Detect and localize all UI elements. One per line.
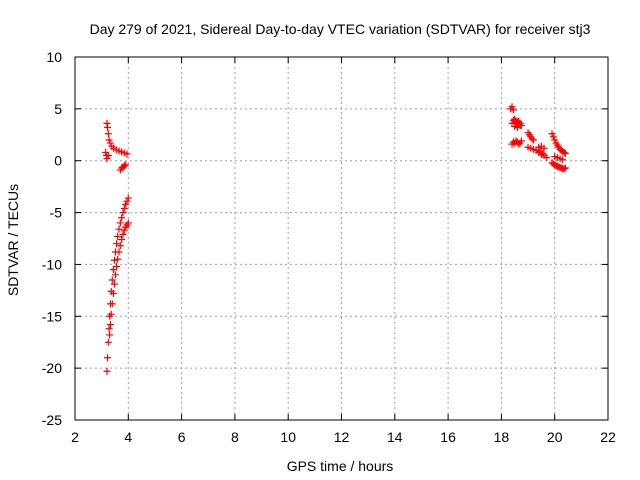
y-tick-label: -20 bbox=[42, 360, 62, 376]
data-point bbox=[118, 236, 126, 244]
series-early-recovery-a bbox=[103, 194, 132, 375]
series-early-upper-decay bbox=[103, 119, 131, 158]
data-point bbox=[119, 230, 127, 238]
data-point bbox=[120, 226, 128, 234]
data-point bbox=[509, 106, 517, 114]
data-point bbox=[561, 149, 569, 157]
data-point bbox=[116, 219, 124, 227]
series-early-small-negative bbox=[116, 161, 130, 174]
data-point bbox=[110, 280, 118, 288]
data-point bbox=[105, 136, 113, 144]
data-point bbox=[108, 276, 116, 284]
y-tick-label: -10 bbox=[42, 256, 62, 272]
data-point bbox=[124, 219, 132, 227]
y-tick-label: -25 bbox=[42, 412, 62, 428]
data-point bbox=[108, 300, 116, 308]
x-tick-label: 12 bbox=[334, 429, 350, 445]
data-point bbox=[551, 136, 559, 144]
data-point bbox=[559, 156, 567, 164]
data-point bbox=[560, 148, 568, 156]
data-point bbox=[539, 149, 547, 157]
tick-layer: 2 4 6 8 10 12 14 16 18 20 22 10 5 0 -5 -10 -15 -20 -25 bbox=[42, 49, 616, 445]
data-point bbox=[123, 197, 131, 205]
series-late-end-mid bbox=[551, 153, 567, 164]
x-tick-label: 22 bbox=[600, 429, 616, 445]
data-point bbox=[114, 232, 122, 240]
x-tick-label: 4 bbox=[124, 429, 132, 445]
data-point bbox=[106, 321, 114, 329]
x-tick-label: 10 bbox=[280, 429, 296, 445]
x-tick-label: 8 bbox=[231, 429, 239, 445]
data-point bbox=[123, 150, 131, 158]
data-point bbox=[529, 136, 537, 144]
data-point bbox=[119, 209, 127, 217]
data-point bbox=[508, 103, 516, 111]
x-tick-label: 14 bbox=[387, 429, 403, 445]
data-point bbox=[110, 256, 118, 264]
data-point bbox=[543, 154, 551, 162]
data-point bbox=[104, 338, 112, 346]
y-tick-label: 0 bbox=[54, 153, 62, 169]
data-point bbox=[549, 133, 557, 141]
data-point bbox=[122, 200, 130, 208]
data-point bbox=[107, 310, 115, 318]
series-late-near-zero bbox=[524, 142, 551, 162]
data-point bbox=[528, 135, 536, 143]
data-point bbox=[113, 240, 121, 248]
data-point bbox=[517, 137, 525, 145]
x-tick-label: 2 bbox=[71, 429, 79, 445]
data-point bbox=[114, 255, 122, 263]
series-late-low-cluster bbox=[508, 137, 525, 148]
series-late-peak bbox=[507, 103, 517, 114]
y-tick-label: 5 bbox=[54, 101, 62, 117]
data-point bbox=[109, 266, 117, 274]
data-point bbox=[103, 155, 111, 163]
data-point bbox=[124, 194, 132, 202]
series-late-mid-19 bbox=[524, 129, 537, 144]
data-point bbox=[104, 130, 112, 138]
series-late-ramp-20 bbox=[548, 130, 569, 157]
data-point bbox=[105, 325, 113, 333]
data-point bbox=[103, 367, 111, 375]
data-point bbox=[115, 225, 123, 233]
x-axis-label: GPS time / hours bbox=[287, 458, 394, 474]
data-point bbox=[112, 271, 120, 279]
data-point bbox=[540, 144, 548, 152]
y-tick-label: 10 bbox=[46, 49, 62, 65]
series-early-zero-cluster bbox=[102, 148, 112, 163]
data-point bbox=[561, 164, 569, 172]
data-point bbox=[515, 117, 523, 125]
data-point bbox=[560, 165, 568, 173]
series-early-recovery-b bbox=[106, 219, 132, 339]
x-tick-label: 20 bbox=[547, 429, 563, 445]
data-point bbox=[115, 248, 123, 256]
data-point bbox=[104, 152, 112, 160]
grid-layer bbox=[75, 57, 608, 420]
chart-title: Day 279 of 2021, Sidereal Day-to-day VTE… bbox=[90, 21, 591, 37]
data-point bbox=[118, 214, 126, 222]
data-point bbox=[120, 204, 128, 212]
point-layer bbox=[102, 103, 569, 375]
x-tick-label: 16 bbox=[440, 429, 456, 445]
data-point bbox=[106, 331, 114, 339]
data-point bbox=[548, 130, 556, 138]
x-tick-label: 6 bbox=[178, 429, 186, 445]
y-tick-label: -15 bbox=[42, 308, 62, 324]
data-point bbox=[104, 354, 112, 362]
data-point bbox=[113, 263, 121, 271]
data-point bbox=[104, 124, 112, 132]
y-tick-label: -5 bbox=[50, 205, 63, 221]
data-point bbox=[120, 162, 128, 170]
series-late-end-negative bbox=[548, 159, 569, 173]
series-late-main-cluster bbox=[508, 115, 525, 132]
data-point bbox=[109, 289, 117, 297]
x-tick-label: 18 bbox=[494, 429, 510, 445]
y-axis-label: SDTVAR / TECUs bbox=[5, 184, 21, 296]
data-point bbox=[106, 139, 114, 147]
data-point bbox=[516, 121, 524, 129]
data-point bbox=[116, 242, 124, 250]
data-point bbox=[122, 161, 130, 169]
